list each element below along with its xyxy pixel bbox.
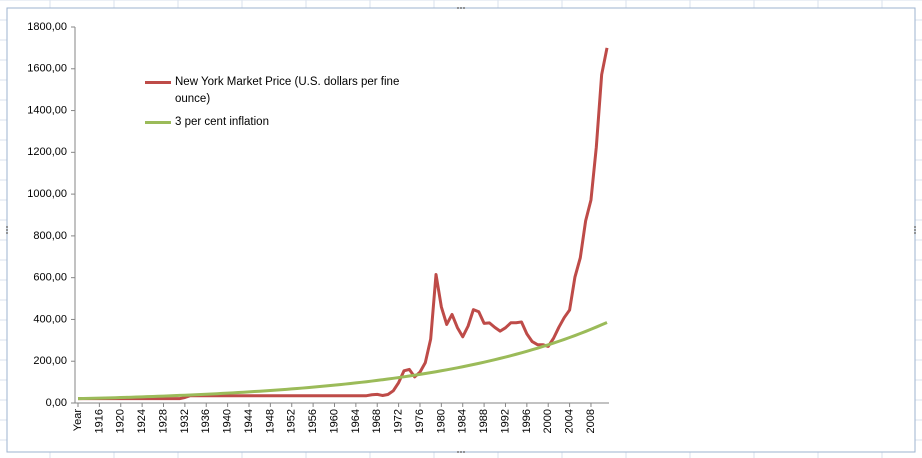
- legend-entry: New York Market Price (U.S. dollars per …: [145, 74, 420, 108]
- y-tick-label: 200,00: [33, 355, 67, 367]
- x-tick-label: 1972: [393, 409, 405, 433]
- x-tick-label: 1944: [243, 409, 255, 433]
- y-tick-label: 1000,00: [27, 188, 67, 200]
- x-tick-label: 1992: [499, 409, 511, 433]
- x-tick-label: 1968: [371, 409, 383, 433]
- x-tick-label: 2008: [585, 409, 597, 433]
- series-line: [77, 321, 608, 401]
- x-tick-label: 1932: [179, 409, 191, 433]
- x-tick-label: Year: [72, 409, 84, 432]
- x-tick-label: 1984: [457, 409, 469, 433]
- y-tick-label: 0,00: [46, 397, 67, 409]
- series-line: [78, 47, 609, 401]
- resize-handle: [463, 451, 465, 453]
- y-tick-label: 1200,00: [27, 146, 67, 158]
- y-tick-label: 1400,00: [27, 104, 67, 116]
- legend-swatch: [145, 121, 171, 124]
- legend: New York Market Price (U.S. dollars per …: [145, 74, 420, 137]
- x-tick-label: 1956: [307, 409, 319, 433]
- y-tick-label: 600,00: [33, 272, 67, 284]
- resize-handle: [457, 7, 459, 9]
- x-tick-label: 1948: [264, 409, 276, 433]
- resize-handle: [914, 226, 916, 228]
- resize-handle: [6, 229, 8, 231]
- resize-handle: [460, 451, 462, 453]
- x-tick-label: 1936: [200, 409, 212, 433]
- resize-handle: [6, 232, 8, 234]
- x-tick-label: 1988: [478, 409, 490, 433]
- legend-entry: 3 per cent inflation: [145, 114, 420, 131]
- resize-handle: [463, 7, 465, 9]
- legend-label: New York Market Price (U.S. dollars per …: [175, 76, 400, 105]
- resize-handle: [457, 451, 459, 453]
- x-tick-label: 1960: [328, 409, 340, 433]
- y-tick-label: 1800,00: [27, 21, 67, 33]
- x-tick-label: 1996: [521, 409, 533, 433]
- resize-handle: [914, 229, 916, 231]
- x-tick-label: 1916: [93, 409, 105, 433]
- x-tick-label: 1928: [157, 409, 169, 433]
- x-tick-label: 2004: [564, 409, 576, 433]
- x-tick-label: 1980: [435, 409, 447, 433]
- x-tick-label: 1976: [414, 409, 426, 433]
- x-tick-label: 1924: [136, 409, 148, 433]
- y-tick-label: 1600,00: [27, 63, 67, 75]
- legend-swatch: [145, 81, 171, 84]
- x-tick-label: 1964: [350, 409, 362, 433]
- x-tick-label: 2000: [542, 409, 554, 433]
- x-tick-label: 1920: [115, 409, 127, 433]
- y-tick-label: 800,00: [33, 230, 67, 242]
- y-tick-label: 400,00: [33, 313, 67, 325]
- resize-handle: [460, 7, 462, 9]
- resize-handle: [6, 226, 8, 228]
- resize-handle: [914, 232, 916, 234]
- x-tick-label: 1940: [222, 409, 234, 433]
- chart-area[interactable]: [6, 7, 916, 453]
- legend-label: 3 per cent inflation: [175, 116, 269, 128]
- x-tick-label: 1952: [286, 409, 298, 433]
